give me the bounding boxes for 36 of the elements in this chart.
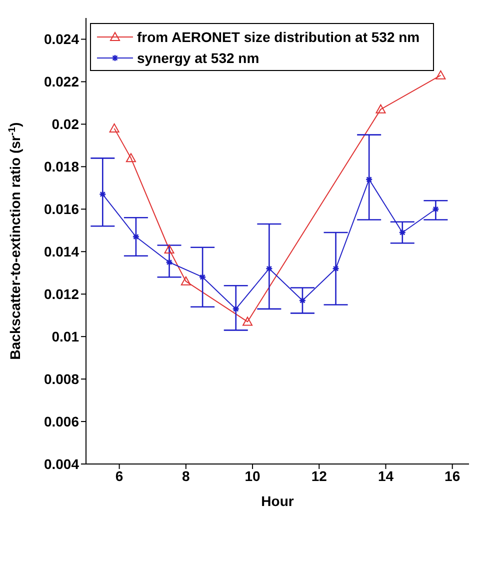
x-tick-label: 8 <box>182 468 190 484</box>
x-axis-title: Hour <box>261 493 294 509</box>
point <box>180 276 191 286</box>
point <box>332 264 340 272</box>
x-tick-label: 6 <box>115 468 124 484</box>
point <box>365 176 373 184</box>
y-tick-label: 0.01 <box>52 328 80 345</box>
point <box>232 305 240 313</box>
y-tick-label: 0.008 <box>44 371 80 388</box>
point <box>266 264 273 272</box>
legend-label: synergy at 532 nm <box>137 50 260 66</box>
y-tick-label: 0.014 <box>44 244 80 260</box>
point <box>398 228 406 236</box>
x-tick-label: 10 <box>244 468 261 484</box>
y-tick-label: 0.018 <box>44 158 80 175</box>
y-tick-label: 0.022 <box>44 74 80 90</box>
y-tick-label: 0.006 <box>44 413 80 430</box>
point <box>436 70 446 80</box>
point <box>166 258 173 266</box>
y-tick-label: 0.016 <box>44 201 80 218</box>
x-tick-label: 14 <box>378 468 394 484</box>
x-tick-label: 12 <box>311 468 328 484</box>
y-tick-label: 0.004 <box>44 456 80 472</box>
point <box>109 123 120 132</box>
point <box>164 244 174 254</box>
x-tick-label: 16 <box>444 468 460 484</box>
point <box>376 104 386 114</box>
point <box>126 153 136 162</box>
point <box>132 233 140 240</box>
point <box>198 273 206 281</box>
point <box>298 296 306 304</box>
y-tick-label: 0.012 <box>44 286 80 302</box>
y-tick-label: 0.02 <box>52 116 80 132</box>
legend-label: from AERONET size distribution at 532 nm <box>137 28 420 44</box>
point <box>242 316 253 326</box>
y-tick-label: 0.024 <box>44 31 80 48</box>
